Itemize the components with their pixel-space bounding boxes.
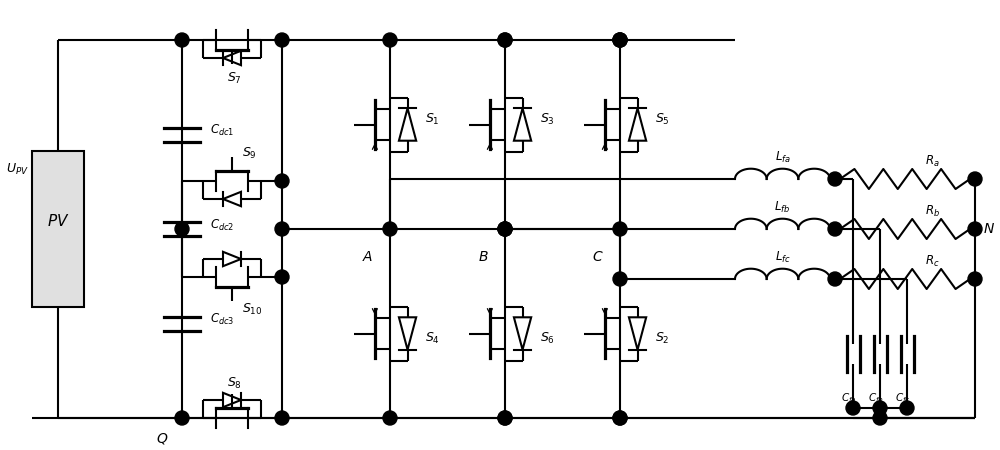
- Text: $S_4$: $S_4$: [425, 331, 440, 346]
- Text: $C_{dc1}$: $C_{dc1}$: [210, 123, 234, 138]
- Text: $PV$: $PV$: [47, 213, 69, 229]
- Text: $C_{dc2}$: $C_{dc2}$: [210, 217, 234, 233]
- Circle shape: [613, 33, 627, 47]
- Circle shape: [613, 33, 627, 47]
- Circle shape: [498, 411, 512, 425]
- Text: $L_{fa}$: $L_{fa}$: [775, 149, 790, 165]
- Circle shape: [846, 401, 860, 415]
- Circle shape: [613, 272, 627, 286]
- Circle shape: [175, 411, 189, 425]
- Text: $S_5$: $S_5$: [655, 112, 670, 127]
- Text: $S_{10}$: $S_{10}$: [242, 302, 263, 316]
- Text: $C_{dc3}$: $C_{dc3}$: [210, 312, 234, 327]
- Circle shape: [383, 33, 397, 47]
- Circle shape: [900, 401, 914, 415]
- Circle shape: [498, 222, 512, 236]
- Text: $S_2$: $S_2$: [655, 331, 670, 346]
- Text: $S_3$: $S_3$: [540, 112, 555, 127]
- Circle shape: [828, 222, 842, 236]
- Circle shape: [275, 174, 289, 188]
- Text: $C$: $C$: [592, 250, 604, 264]
- Text: $R_a$: $R_a$: [925, 153, 939, 169]
- Text: $R_b$: $R_b$: [925, 203, 940, 219]
- Circle shape: [613, 33, 627, 47]
- Circle shape: [613, 411, 627, 425]
- Circle shape: [498, 33, 512, 47]
- Circle shape: [175, 33, 189, 47]
- Circle shape: [498, 33, 512, 47]
- Circle shape: [873, 411, 887, 425]
- Circle shape: [828, 172, 842, 186]
- Circle shape: [968, 172, 982, 186]
- Text: $L_{fc}$: $L_{fc}$: [775, 249, 790, 265]
- Text: $L_{fb}$: $L_{fb}$: [774, 199, 791, 215]
- Text: $A$: $A$: [362, 250, 374, 264]
- Text: $Q$: $Q$: [156, 431, 168, 446]
- Text: $U_{PV}$: $U_{PV}$: [6, 162, 28, 176]
- Circle shape: [275, 270, 289, 284]
- Circle shape: [498, 222, 512, 236]
- Text: $S_9$: $S_9$: [242, 145, 257, 161]
- Circle shape: [175, 222, 189, 236]
- Circle shape: [275, 411, 289, 425]
- Text: $S_6$: $S_6$: [540, 331, 555, 346]
- Text: $S_7$: $S_7$: [227, 71, 242, 86]
- Circle shape: [613, 222, 627, 236]
- Text: $S_8$: $S_8$: [227, 375, 242, 391]
- Circle shape: [498, 222, 512, 236]
- Text: $B$: $B$: [478, 250, 488, 264]
- Circle shape: [968, 272, 982, 286]
- Text: $C_{fa}$: $C_{fa}$: [841, 392, 857, 405]
- Circle shape: [873, 401, 887, 415]
- Circle shape: [383, 411, 397, 425]
- FancyBboxPatch shape: [32, 152, 84, 306]
- Text: $S_1$: $S_1$: [425, 112, 440, 127]
- Circle shape: [275, 33, 289, 47]
- Text: $R_c$: $R_c$: [925, 253, 939, 269]
- Circle shape: [275, 222, 289, 236]
- Text: $N$: $N$: [983, 222, 995, 236]
- Circle shape: [383, 222, 397, 236]
- Circle shape: [828, 272, 842, 286]
- Text: $C_{fc}$: $C_{fc}$: [895, 392, 911, 405]
- Circle shape: [613, 411, 627, 425]
- Circle shape: [968, 222, 982, 236]
- Text: $C_{fb}$: $C_{fb}$: [868, 392, 884, 405]
- Circle shape: [498, 411, 512, 425]
